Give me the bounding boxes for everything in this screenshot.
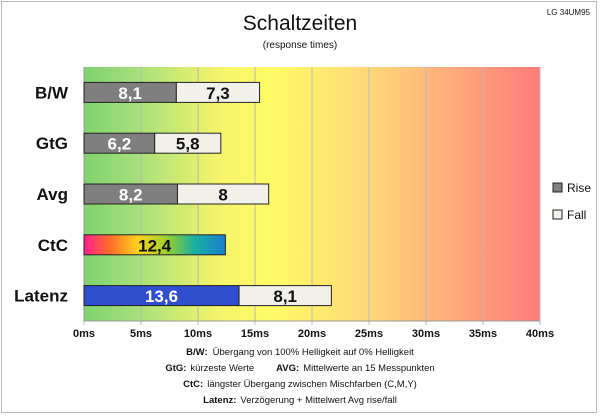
note-avg-text: Mittelwerte an 15 Messpunkten: [303, 363, 434, 374]
bar-fall: [175, 81, 261, 103]
note-ctc-key: CtC:: [183, 379, 203, 390]
bar-fall-label: 8: [218, 186, 227, 205]
category-label: Latenz: [14, 287, 68, 306]
legend: Rise Fall: [552, 181, 591, 222]
category-label: B/W: [35, 83, 69, 102]
bar-rise-label: 8,2: [119, 186, 143, 205]
bar-rise-label: 6,2: [108, 135, 132, 154]
legend-label: Fall: [567, 208, 586, 222]
bar-fall: [176, 183, 270, 205]
category-label: GtG: [36, 134, 68, 153]
note-gtg-text: kürzeste Werte: [190, 363, 254, 374]
note-latenz-text: Verzögerung + Mittelwert Avg rise/fall: [240, 395, 396, 406]
bar-fall: [238, 285, 332, 307]
x-axis-labels: 0ms 5ms 10ms 15ms 20ms 25ms 30ms 35ms 40ms: [73, 328, 554, 340]
x-tick-label: 40ms: [526, 328, 554, 340]
category-label: CtC: [38, 236, 68, 255]
y-axis-labels: B/W GtG Avg CtC Latenz: [14, 83, 69, 305]
bar-group: 8,1 7,3 6,2 5,8 8,2 8 12,4 13,6 8,1: [83, 81, 332, 307]
x-tick-label: 25ms: [355, 328, 383, 340]
chart-subtitle: (response times): [263, 40, 337, 51]
category-label: Avg: [37, 185, 69, 204]
bar-rise-label: 13,6: [145, 287, 178, 306]
note-bw-key: B/W:: [186, 347, 207, 358]
note-avg-key: AVG:: [276, 363, 299, 374]
bar-fall-label: 5,8: [176, 135, 200, 154]
note-bw-text: Übergang von 100% Helligkeit auf 0% Hell…: [213, 347, 415, 358]
note-latenz: Latenz: Verzögerung + Mittelwert Avg rise…: [203, 395, 397, 406]
corner-label: LG 34UM95: [547, 8, 591, 17]
bar-fall: [154, 132, 222, 154]
note-gtg-avg: GtG: kürzeste Werte AVG: Mittelwerte an 15 …: [165, 363, 434, 374]
note-bw: B/W: Übergang von 100% Helligkeit auf 0% …: [186, 347, 414, 358]
note-latenz-key: Latenz:: [203, 395, 236, 406]
footnotes: B/W: Übergang von 100% Helligkeit auf 0% …: [165, 347, 434, 406]
bar-fall-label: 8,1: [273, 287, 297, 306]
legend-label: Rise: [567, 181, 591, 195]
x-tick-label: 5ms: [130, 328, 152, 340]
bar-rise: [83, 234, 226, 256]
note-gtg-key: GtG:: [165, 363, 186, 374]
x-tick-label: 30ms: [412, 328, 440, 340]
x-tick-label: 15ms: [241, 328, 269, 340]
bar-fall-label: 7,3: [206, 84, 230, 103]
x-tick-label: 35ms: [469, 328, 497, 340]
note-ctc-text: längster Übergang zwischen Mischfarben (…: [207, 379, 417, 390]
bar-rise-label: 12,4: [138, 236, 172, 255]
x-tick-label: 20ms: [298, 328, 326, 340]
x-tick-label: 0ms: [73, 328, 95, 340]
legend-swatch: [552, 182, 563, 193]
x-tick-label: 10ms: [184, 328, 212, 340]
legend-swatch: [552, 209, 563, 220]
bar-rise-label: 8,1: [118, 84, 142, 103]
chart-title: Schaltzeiten: [243, 12, 357, 35]
note-ctc: CtC: längster Übergang zwischen Mischfarb…: [183, 379, 417, 390]
